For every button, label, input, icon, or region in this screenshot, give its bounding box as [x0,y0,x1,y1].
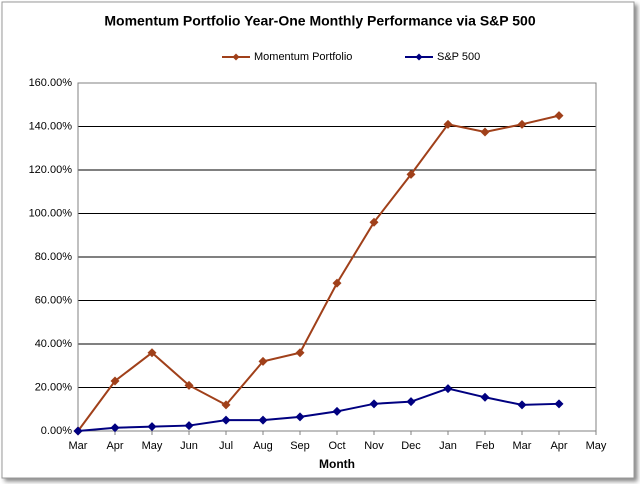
y-tick-label: 80.00% [35,251,73,263]
y-tick-label: 100.00% [29,207,73,219]
data-point [517,400,527,410]
data-point [147,422,157,432]
legend-label: S&P 500 [437,51,480,63]
data-point [295,412,305,422]
x-tick-label: Nov [364,440,384,452]
data-point [295,348,305,358]
data-point [554,399,564,409]
x-tick-label: May [586,440,607,452]
y-tick-label: 160.00% [29,77,73,89]
x-tick-label: Apr [106,440,123,452]
x-tick-label: Mar [513,440,532,452]
data-point [554,111,564,121]
legend-marker [415,53,423,61]
chart-frame [1,1,635,479]
data-point [147,348,157,358]
x-tick-label: May [142,440,163,452]
y-tick-label: 40.00% [35,338,73,350]
data-point [480,127,490,137]
x-tick-label: Jul [219,440,233,452]
x-tick-label: Aug [253,440,273,452]
legend-label: Momentum Portfolio [254,51,352,63]
y-tick-label: 60.00% [35,294,73,306]
data-point [110,376,120,386]
data-point [443,384,453,394]
x-tick-label: Mar [69,440,88,452]
y-tick-label: 120.00% [29,164,73,176]
x-tick-label: Jan [439,440,457,452]
data-point [221,400,231,410]
x-tick-label: Feb [476,440,495,452]
series-line [77,114,560,432]
y-tick-label: 140.00% [29,120,73,132]
data-point [258,415,268,425]
x-tick-label: Apr [550,440,567,452]
data-point [369,399,379,409]
data-point [406,169,416,179]
data-point [110,423,120,433]
data-point [73,426,83,436]
data-point [480,392,490,402]
data-point [517,119,527,129]
y-tick-label: 0.00% [41,425,72,437]
series-line [77,387,560,432]
data-point [221,415,231,425]
y-tick-label: 20.00% [35,381,73,393]
data-point [184,380,194,390]
x-axis-title: Month [319,457,355,471]
x-tick-label: Jun [180,440,198,452]
data-point [258,356,268,366]
data-point [332,278,342,288]
data-point [406,397,416,407]
data-point [443,119,453,129]
x-tick-label: Oct [328,440,345,452]
legend-marker [232,53,240,61]
x-tick-label: Sep [290,440,310,452]
x-tick-label: Dec [401,440,421,452]
data-point [184,421,194,431]
data-point [369,217,379,227]
chart-title: Momentum Portfolio Year-One Monthly Perf… [104,13,535,29]
data-point [332,406,342,416]
